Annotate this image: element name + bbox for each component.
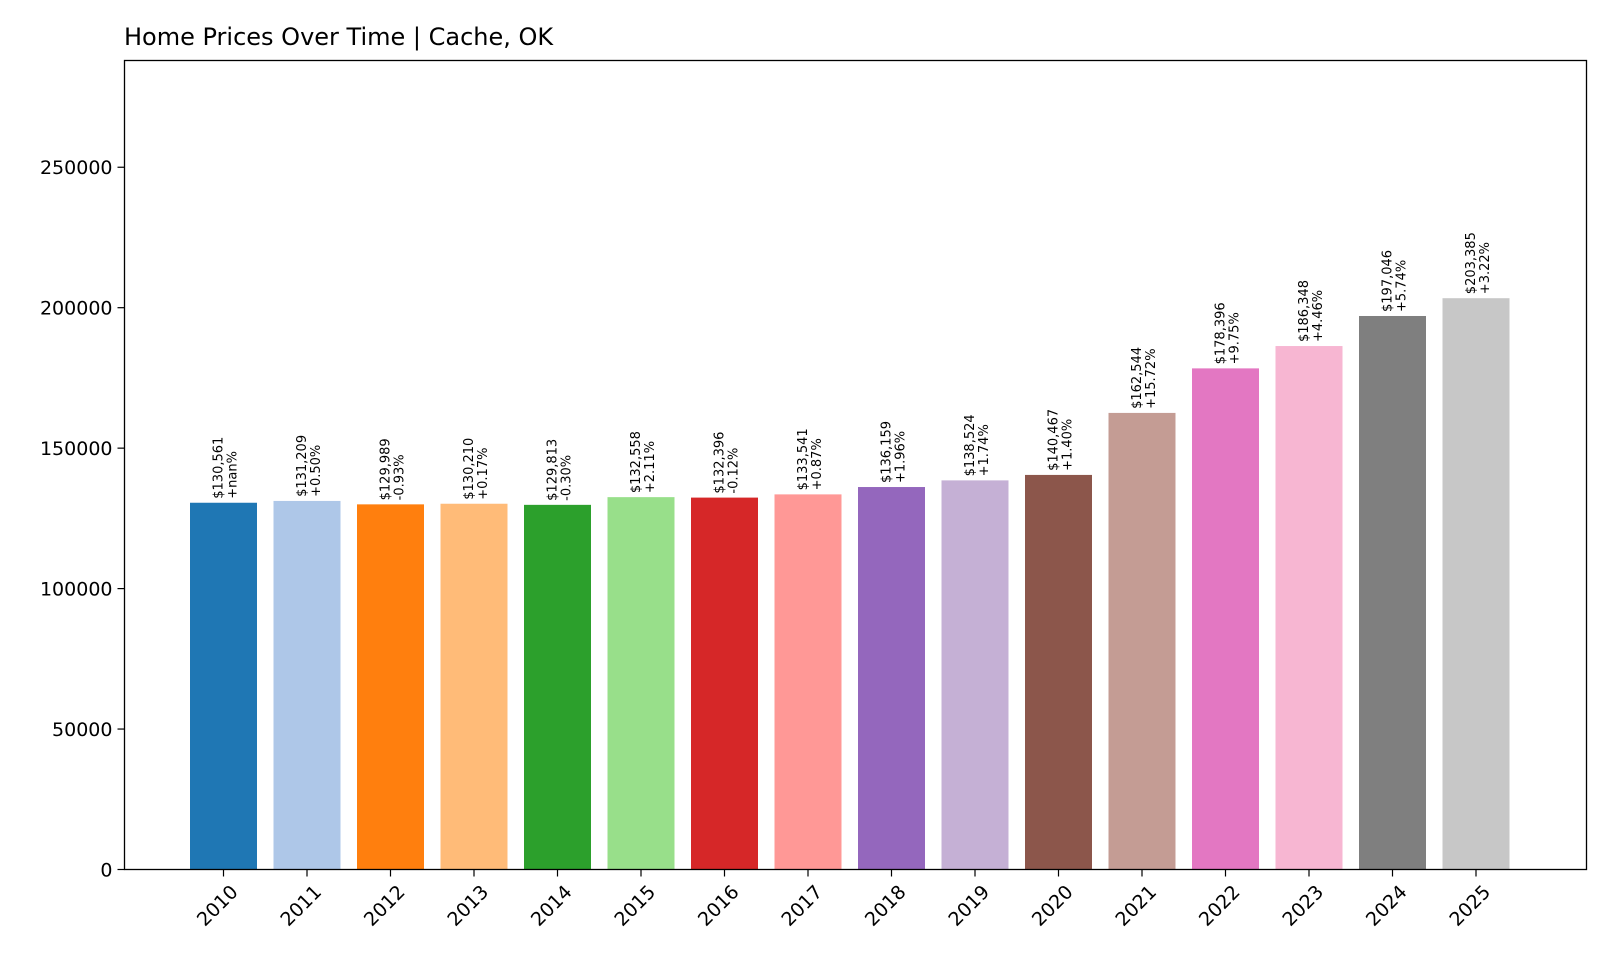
y-tick-label-100000: 100000	[40, 579, 113, 601]
bar-label-2018: $136,159+1.96%	[880, 421, 909, 483]
bar-change-label: +2.11%	[643, 441, 658, 493]
y-tick-label-200000: 200000	[40, 298, 113, 320]
bar-labels-layer: $130,561+nan% $131,209+0.50% $129,989-0.93…	[212, 232, 1494, 501]
y-tick-label-150000: 150000	[40, 438, 113, 460]
bar-2012	[357, 504, 424, 870]
bar-value-label: $162,544	[1130, 347, 1145, 409]
bar-value-label: $132,396	[713, 432, 728, 494]
bar-label-2025: $203,385+3.22%	[1464, 232, 1493, 294]
bar-value-label: $186,348	[1297, 280, 1312, 342]
bar-2010	[190, 502, 257, 870]
bar-change-label: +nan%	[226, 451, 241, 499]
bar-value-label: $129,989	[379, 438, 394, 500]
x-tick-label-2010: 2010	[193, 881, 243, 931]
x-tick-label-2021: 2021	[1111, 881, 1161, 931]
y-axis: 0 50000 100000 150000 200000 250000	[40, 157, 125, 882]
bar-label-2012: $129,989-0.93%	[379, 438, 408, 500]
bar-label-2023: $186,348+4.46%	[1297, 280, 1326, 342]
x-tick-label-2020: 2020	[1028, 881, 1078, 931]
x-tick-label-2013: 2013	[443, 881, 493, 931]
bar-label-2015: $132,558+2.11%	[629, 431, 658, 493]
bar-change-label: +0.17%	[476, 448, 491, 500]
bar-change-label: -0.12%	[727, 448, 742, 494]
x-tick-label-2014: 2014	[527, 881, 577, 931]
bar-2023	[1275, 346, 1343, 870]
bar-label-2017: $133,541+0.87%	[796, 428, 825, 490]
bar-label-2014: $129,813-0.30%	[546, 439, 575, 501]
y-tick-label-0: 0	[100, 860, 112, 882]
bar-label-2022: $178,396+9.75%	[1214, 302, 1243, 364]
bar-value-label: $130,561	[212, 437, 227, 499]
chart-title: Home Prices Over Time | Cache, OK	[124, 23, 554, 51]
bar-value-label: $140,467	[1047, 409, 1062, 471]
bar-label-2024: $197,046+5.74%	[1381, 250, 1410, 312]
bar-label-2016: $132,396-0.12%	[713, 432, 742, 494]
bar-2015	[607, 497, 675, 870]
bar-value-label: $138,524	[963, 414, 978, 476]
bar-value-label: $130,210	[462, 438, 477, 500]
bar-2011	[273, 500, 341, 870]
bar-change-label: +5.74%	[1395, 260, 1410, 312]
bar-value-label: $178,396	[1214, 302, 1229, 364]
bars-layer	[190, 298, 1510, 870]
bar-change-label: +1.96%	[894, 431, 909, 483]
bar-change-label: +3.22%	[1478, 242, 1493, 294]
plot-frame	[123, 59, 1588, 871]
x-tick-label-2015: 2015	[610, 881, 660, 931]
x-tick-label-2011: 2011	[276, 881, 326, 931]
bar-label-2021: $162,544+15.72%	[1130, 347, 1159, 409]
bar-label-2010: $130,561+nan%	[212, 437, 241, 499]
bar-value-label: $203,385	[1464, 232, 1479, 294]
bar-2019	[941, 480, 1009, 870]
bar-value-label: $197,046	[1381, 250, 1396, 312]
y-tick-label-250000: 250000	[40, 157, 113, 179]
bar-2017	[774, 494, 842, 870]
bar-change-label: +1.40%	[1061, 419, 1076, 471]
bar-change-label: +15.72%	[1144, 348, 1159, 408]
bar-change-label: -0.30%	[560, 455, 575, 501]
bar-2014	[524, 504, 591, 870]
bar-2016	[691, 497, 758, 870]
x-tick-label-2019: 2019	[944, 881, 994, 931]
bar-2013	[440, 503, 508, 870]
x-tick-label-2017: 2017	[777, 881, 827, 931]
x-tick-label-2024: 2024	[1362, 881, 1412, 931]
bar-value-label: $136,159	[880, 421, 895, 483]
bar-2024	[1359, 315, 1426, 870]
bar-change-label: +9.75%	[1228, 312, 1243, 364]
bar-value-label: $133,541	[796, 428, 811, 490]
bar-value-label: $131,209	[295, 435, 310, 497]
bar-change-label: +1.74%	[977, 424, 992, 476]
bar-value-label: $132,558	[629, 431, 644, 493]
bar-2022	[1192, 368, 1259, 870]
bar-label-2019: $138,524+1.74%	[963, 414, 992, 476]
bar-change-label: +4.46%	[1311, 290, 1326, 342]
bar-label-2013: $130,210+0.17%	[462, 438, 491, 500]
y-tick-label-50000: 50000	[52, 719, 112, 741]
bar-value-label: $129,813	[546, 439, 561, 501]
x-tick-label-2022: 2022	[1195, 881, 1245, 931]
bar-2018	[858, 487, 925, 870]
x-tick-label-2025: 2025	[1445, 881, 1495, 931]
x-tick-label-2012: 2012	[360, 881, 410, 931]
x-tick-label-2016: 2016	[694, 881, 744, 931]
bar-2021	[1108, 412, 1176, 870]
x-tick-label-2023: 2023	[1278, 881, 1328, 931]
bar-2025	[1442, 298, 1510, 870]
bar-change-label: -0.93%	[393, 454, 408, 500]
bar-2020	[1025, 474, 1092, 870]
bar-change-label: +0.87%	[810, 438, 825, 490]
bar-change-label: +0.50%	[309, 445, 324, 497]
x-tick-label-2018: 2018	[861, 881, 911, 931]
x-axis: 2010 2011 2012 2013 2014 2015 2016 2017 2018 2019…	[193, 869, 1495, 931]
bar-label-2011: $131,209+0.50%	[295, 435, 324, 497]
bar-label-2020: $140,467+1.40%	[1047, 409, 1076, 471]
